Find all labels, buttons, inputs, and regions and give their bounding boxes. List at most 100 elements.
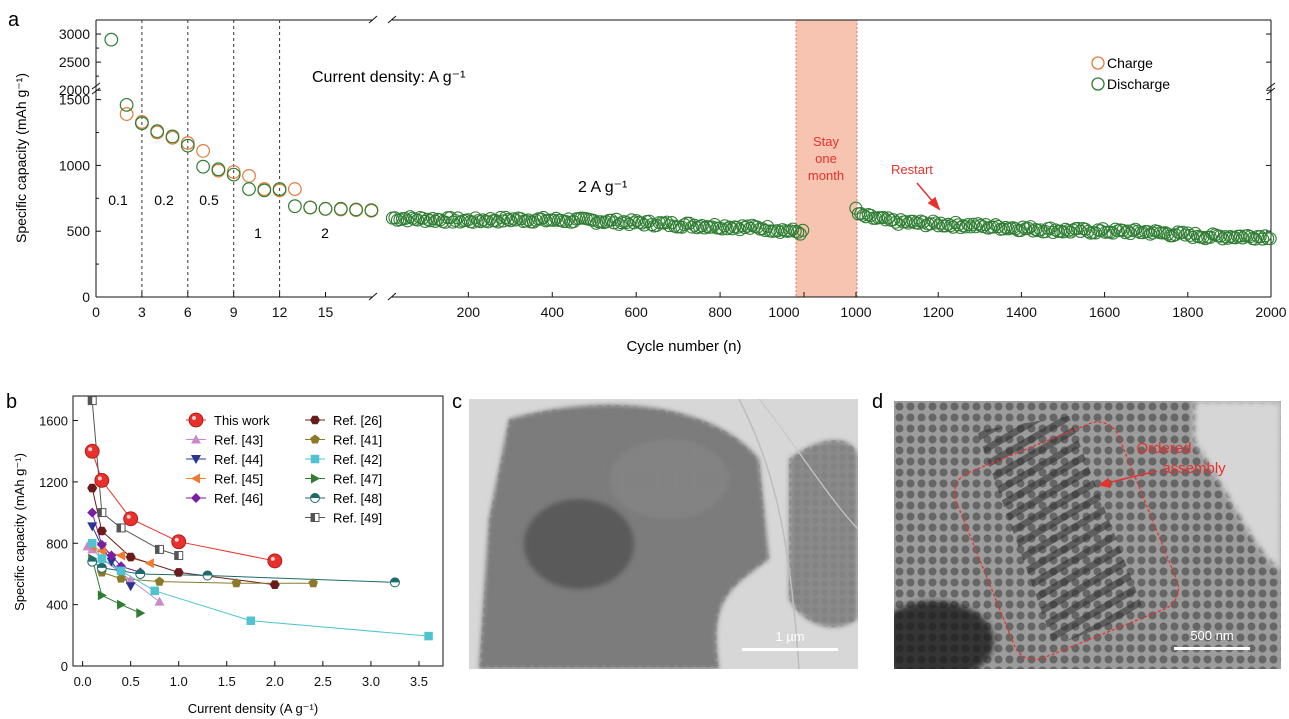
legend-label: Ref. [45]	[214, 472, 263, 487]
long-cycle-point	[743, 221, 757, 235]
long-cycle-point	[969, 220, 983, 234]
long-cycle-point	[954, 220, 968, 235]
b-ytick-label: 800	[46, 536, 68, 551]
a-xtick-label: 600	[624, 304, 648, 320]
long-cycle-point	[1221, 231, 1235, 245]
legend-label: Ref. [47]	[333, 472, 382, 487]
long-cycle-point	[723, 220, 737, 234]
long-cycle-point	[849, 201, 863, 215]
legend-marker-highlight	[192, 416, 196, 420]
long-cycle-point	[879, 213, 893, 227]
long-cycle-point	[398, 211, 412, 225]
series-point-fill	[390, 577, 400, 583]
long-cycle-point	[481, 215, 495, 229]
long-cycle-point	[1071, 221, 1085, 235]
series-line	[91, 558, 141, 614]
discharge-point	[165, 129, 180, 144]
long-cycle-point	[939, 219, 953, 233]
legend-marker	[310, 454, 320, 464]
a-xtick-label: 12	[272, 304, 288, 320]
ordered-assembly-label-2: assembly	[1162, 460, 1226, 477]
series-point	[173, 568, 184, 577]
long-cycle-point	[529, 213, 543, 227]
legend-charge-label: Charge	[1107, 55, 1153, 71]
long-cycle-point	[421, 212, 435, 226]
series-point-fill	[97, 508, 102, 517]
legend-marker-fill	[311, 513, 315, 522]
long-cycle-point	[418, 214, 432, 228]
discharge-point	[257, 183, 272, 198]
a-xlabel: Cycle number (n)	[626, 338, 741, 355]
pause-label-3: month	[808, 168, 844, 183]
restart-label: Restart	[891, 162, 933, 177]
legend-discharge-marker	[1091, 77, 1105, 91]
long-cycle-point	[924, 217, 938, 231]
long-cycle-point	[1168, 228, 1182, 242]
long-cycle-point	[1256, 232, 1270, 246]
a-xtick-label: 1000	[768, 304, 799, 320]
b-ylabel: Specific capacity (mAh g⁻¹)	[12, 453, 27, 611]
long-cycle-point	[1131, 224, 1145, 238]
long-cycle-point	[446, 215, 460, 229]
rate-label-2: 0.5	[199, 192, 219, 208]
a-ylabel: Specific capacity (mAh g⁻¹)	[13, 73, 29, 243]
series-point	[96, 545, 106, 556]
long-cycle-point	[881, 211, 895, 225]
a-legend: Charge Discharge	[1091, 55, 1170, 92]
long-cycle-point	[1216, 232, 1230, 246]
long-cycle-point	[773, 225, 787, 239]
series-point	[136, 608, 146, 619]
a-xtick-label: 400	[541, 304, 565, 320]
series-point	[269, 580, 280, 589]
series-point-fill	[87, 557, 97, 562]
series-point	[424, 631, 433, 641]
a-ytick-label: 0	[82, 289, 90, 305]
a-xtick-label: 6	[184, 304, 192, 320]
long-cycle-point	[1033, 223, 1048, 237]
long-cycle-point	[448, 213, 462, 228]
legend-marker	[311, 473, 320, 484]
series-point	[125, 582, 136, 592]
long-cycle-point	[496, 214, 510, 228]
legend-label: Ref. [42]	[333, 452, 382, 467]
series-point	[106, 550, 117, 561]
long-cycle-point	[959, 220, 973, 234]
long-cycle-point	[735, 219, 749, 233]
legend-marker	[310, 434, 320, 444]
series-point-highlight	[97, 476, 102, 481]
long-cycle-point	[718, 219, 732, 233]
a-xtick-label: 1800	[1172, 304, 1203, 320]
long-cycle-point	[546, 213, 561, 227]
long-cycle-point	[685, 220, 699, 234]
b-xtick-label: 3.0	[362, 674, 380, 689]
series-point	[246, 616, 256, 625]
long-cycle-point	[740, 219, 754, 233]
series-point	[267, 553, 283, 569]
series-point	[116, 566, 126, 576]
rate-label-1: 0.2	[154, 192, 174, 208]
series-point-fill	[97, 563, 107, 568]
discharge-point	[134, 116, 149, 131]
series-point	[154, 596, 165, 606]
series-point-fill	[203, 570, 213, 576]
charge-point	[196, 144, 211, 158]
long-cycle-point	[534, 212, 548, 226]
long-cycle-point	[687, 218, 702, 232]
long-cycle-point	[509, 213, 523, 227]
long-cycle-point	[758, 223, 772, 238]
long-cycle-point	[783, 224, 797, 238]
a-xtick-label: 0	[92, 304, 100, 320]
a-xtick-label: 1000	[840, 304, 871, 320]
a-xtick-label: 1600	[1089, 304, 1120, 320]
series-point	[87, 522, 98, 532]
a-ytick-label: 500	[67, 223, 91, 239]
long-cycle-point	[876, 210, 890, 225]
long-cycle-point	[1253, 230, 1267, 244]
long-cycle-point	[411, 213, 425, 227]
b-xtick-label: 2.0	[266, 674, 284, 689]
long-cycle-point	[559, 215, 573, 229]
tem-image-d: Ordered assembly 500 nm	[894, 401, 1281, 669]
panel-label-c: c	[452, 391, 462, 413]
long-cycle-point	[625, 213, 639, 227]
